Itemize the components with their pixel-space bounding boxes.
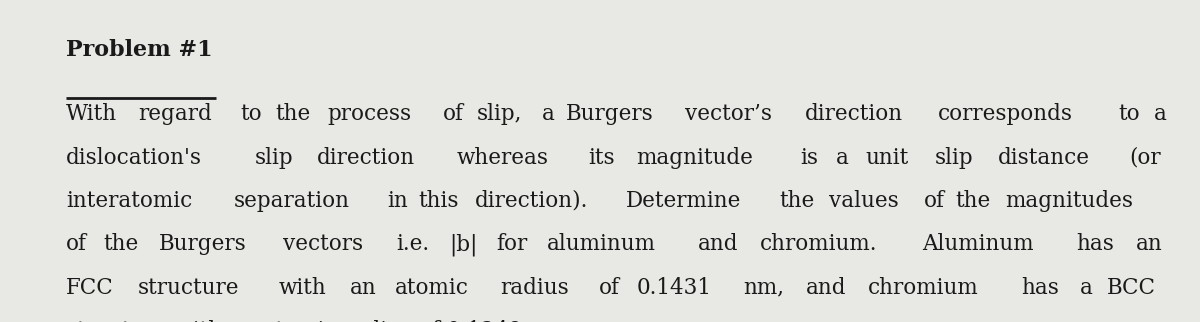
Text: an: an: [1135, 233, 1163, 255]
Text: and: and: [806, 277, 846, 299]
Text: a: a: [542, 103, 554, 125]
Text: has: has: [1076, 233, 1115, 255]
Text: whereas: whereas: [457, 147, 548, 168]
Text: structure with an atomic radius of 0.1249 nm.: structure with an atomic radius of 0.124…: [66, 320, 570, 322]
Text: to: to: [241, 103, 263, 125]
Text: direction).: direction).: [475, 190, 588, 212]
Text: Aluminum: Aluminum: [922, 233, 1033, 255]
Text: magnitudes: magnitudes: [1004, 190, 1133, 212]
Text: nm,: nm,: [743, 277, 784, 299]
Text: with: with: [278, 277, 326, 299]
Text: corresponds: corresponds: [937, 103, 1073, 125]
Text: to: to: [1118, 103, 1140, 125]
Text: of: of: [924, 190, 944, 212]
Text: a: a: [1080, 277, 1093, 299]
Text: and: and: [697, 233, 738, 255]
Text: the: the: [779, 190, 815, 212]
Text: direction: direction: [804, 103, 902, 125]
Text: chromium: chromium: [869, 277, 979, 299]
Text: radius: radius: [500, 277, 569, 299]
Text: aluminum: aluminum: [547, 233, 655, 255]
Text: slip: slip: [935, 147, 973, 168]
Text: of: of: [599, 277, 620, 299]
Text: regard: regard: [139, 103, 212, 125]
Text: separation: separation: [233, 190, 349, 212]
Text: of: of: [66, 233, 88, 255]
Text: atomic: atomic: [395, 277, 469, 299]
Text: interatomic: interatomic: [66, 190, 192, 212]
Text: in: in: [388, 190, 408, 212]
Text: vectors: vectors: [283, 233, 362, 255]
Text: Determine: Determine: [626, 190, 742, 212]
Text: unit: unit: [865, 147, 910, 168]
Text: dislocation's: dislocation's: [66, 147, 202, 168]
Text: (or: (or: [1129, 147, 1160, 168]
Text: process: process: [328, 103, 412, 125]
Text: With: With: [66, 103, 118, 125]
Text: this: this: [419, 190, 460, 212]
Text: of: of: [443, 103, 464, 125]
Text: slip,: slip,: [476, 103, 522, 125]
Text: slip: slip: [254, 147, 293, 168]
Text: vector’s: vector’s: [685, 103, 773, 125]
Text: chromium.: chromium.: [760, 233, 877, 255]
Text: an: an: [350, 277, 377, 299]
Text: for: for: [496, 233, 527, 255]
Text: |b|: |b|: [449, 233, 478, 256]
Text: Burgers: Burgers: [160, 233, 247, 255]
Text: is: is: [800, 147, 818, 168]
Text: the: the: [955, 190, 990, 212]
Text: 0.1431: 0.1431: [636, 277, 712, 299]
Text: has: has: [1021, 277, 1060, 299]
Text: a: a: [1153, 103, 1166, 125]
Text: values: values: [829, 190, 899, 212]
Text: a: a: [836, 147, 850, 168]
Text: magnitude: magnitude: [636, 147, 752, 168]
Text: Problem #1: Problem #1: [66, 39, 212, 61]
Text: the: the: [275, 103, 311, 125]
Text: the: the: [103, 233, 139, 255]
Text: its: its: [589, 147, 616, 168]
Text: FCC: FCC: [66, 277, 114, 299]
Text: direction: direction: [317, 147, 415, 168]
Text: BCC: BCC: [1106, 277, 1156, 299]
Text: Burgers: Burgers: [565, 103, 653, 125]
Text: i.e.: i.e.: [396, 233, 430, 255]
Text: distance: distance: [997, 147, 1090, 168]
Text: structure: structure: [138, 277, 239, 299]
